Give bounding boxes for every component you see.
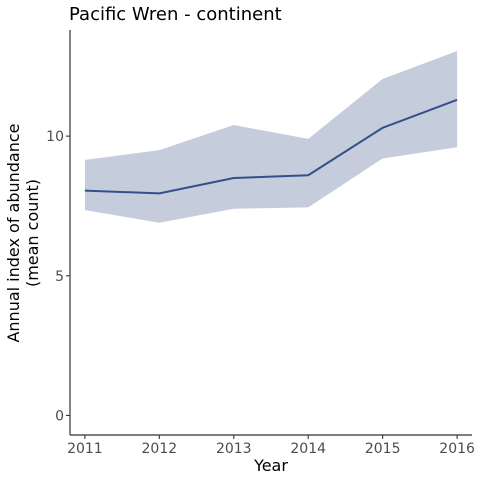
x-tick-label: 2014 (290, 441, 326, 457)
y-axis-title-line-2: (mean count) (23, 179, 42, 287)
chart-title: Pacific Wren - continent (69, 4, 282, 25)
y-tick-label: 0 (55, 408, 64, 424)
plot-area (84, 50, 458, 223)
x-tick-label: 2012 (142, 441, 178, 457)
confidence-band (84, 50, 458, 223)
x-axis-title: Year (253, 456, 288, 475)
x-axis-ticks: 2011 2012 2013 2014 2015 2016 (67, 435, 475, 457)
y-axis-title-line-1: Annual index of abundance (4, 123, 23, 342)
x-tick-label: 2016 (439, 441, 475, 457)
series-line (84, 98, 458, 195)
y-axis-ticks: 0 5 10 (46, 129, 70, 424)
y-tick-label: 5 (55, 269, 64, 285)
x-tick-label: 2015 (365, 441, 401, 457)
x-tick-label: 2011 (67, 441, 103, 457)
x-tick-label: 2013 (216, 441, 252, 457)
y-tick-label: 10 (46, 129, 64, 145)
